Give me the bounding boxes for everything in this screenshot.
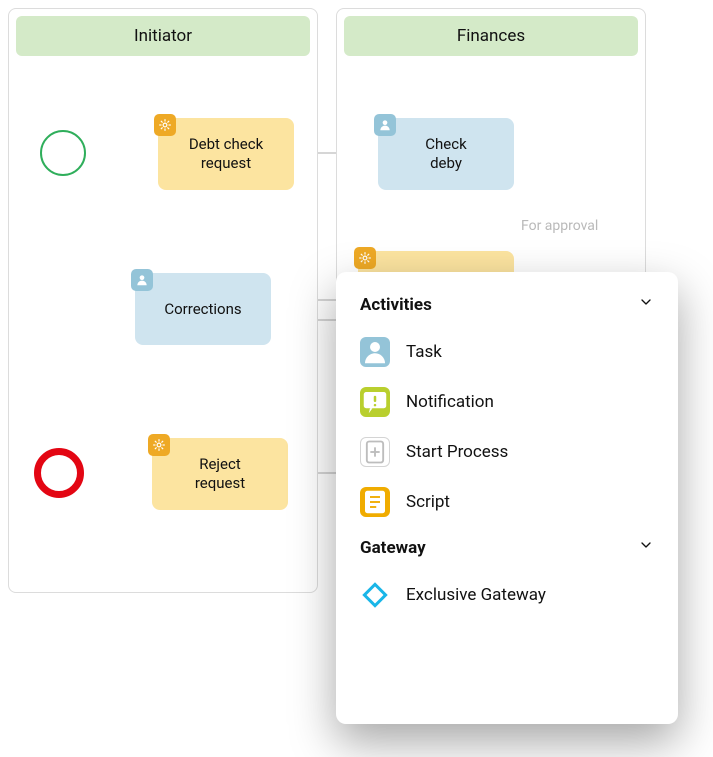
plusdoc-icon bbox=[360, 437, 390, 467]
palette-item-label: Notification bbox=[406, 392, 494, 412]
gear-icon bbox=[154, 114, 176, 136]
script-icon bbox=[360, 487, 390, 517]
panel-section-header[interactable]: Gateway bbox=[360, 537, 654, 558]
gear-icon bbox=[354, 247, 376, 269]
palette-item-task[interactable]: Task bbox=[360, 327, 654, 377]
user-icon bbox=[374, 114, 396, 136]
palette-item-exclusive-gateway[interactable]: Exclusive Gateway bbox=[360, 570, 654, 620]
node-label: Corrections bbox=[164, 300, 241, 319]
node-checkdeby[interactable]: Check deby bbox=[378, 118, 514, 190]
bpmn-canvas: Initiator Finances Debt check request Chec… bbox=[0, 0, 713, 757]
palette-item-script[interactable]: Script bbox=[360, 477, 654, 527]
palette-item-label: Exclusive Gateway bbox=[406, 585, 546, 605]
chevron-down-icon bbox=[638, 537, 654, 558]
palette-item-label: Task bbox=[406, 342, 442, 362]
start-event[interactable] bbox=[40, 130, 86, 176]
palette-item-notification[interactable]: Notification bbox=[360, 377, 654, 427]
notif-icon bbox=[360, 387, 390, 417]
end-event[interactable] bbox=[34, 448, 84, 498]
node-reject[interactable]: Reject request bbox=[152, 438, 288, 510]
palette-item-label: Start Process bbox=[406, 442, 508, 462]
user-icon bbox=[131, 269, 153, 291]
palette-panel: Activities Task Notification Start Process S… bbox=[336, 272, 678, 724]
node-label: Debt check request bbox=[189, 135, 263, 173]
node-corr[interactable]: Corrections bbox=[135, 273, 271, 345]
lane-header: Finances bbox=[344, 16, 638, 56]
lane-header: Initiator bbox=[16, 16, 310, 56]
diamond-icon bbox=[360, 580, 390, 610]
palette-item-start-process[interactable]: Start Process bbox=[360, 427, 654, 477]
panel-section-header[interactable]: Activities bbox=[360, 294, 654, 315]
panel-section-title: Activities bbox=[360, 295, 432, 315]
node-label: Check deby bbox=[425, 135, 466, 173]
chevron-down-icon bbox=[638, 294, 654, 315]
gear-icon bbox=[148, 434, 170, 456]
user-icon bbox=[360, 337, 390, 367]
panel-section-title: Gateway bbox=[360, 538, 426, 558]
edge-label: For approval bbox=[521, 218, 598, 234]
node-label: Reject request bbox=[195, 455, 245, 493]
palette-item-label: Script bbox=[406, 492, 450, 512]
node-debt[interactable]: Debt check request bbox=[158, 118, 294, 190]
